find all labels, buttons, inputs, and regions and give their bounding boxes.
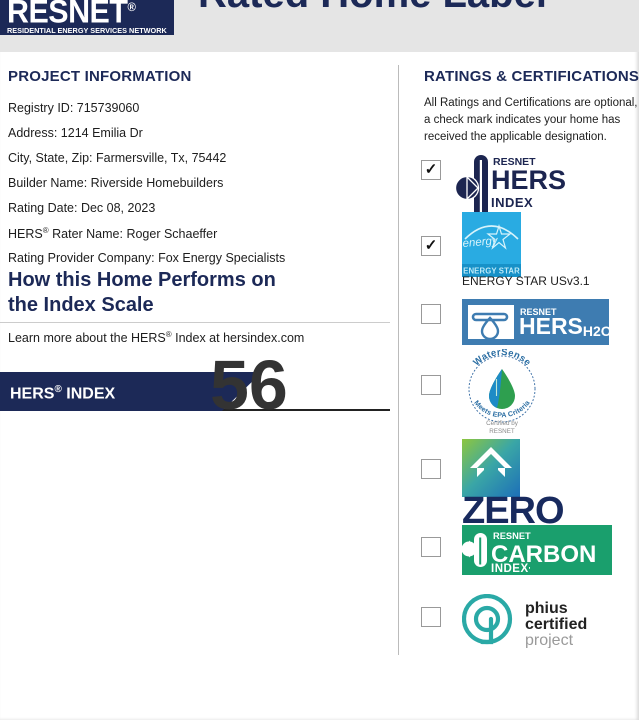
svg-text:HERS: HERS — [491, 165, 566, 195]
svg-text:project: project — [525, 632, 574, 648]
svg-text:RESNET: RESNET — [493, 531, 531, 541]
svg-text:WaterSense: WaterSense — [471, 349, 533, 368]
svg-text:phius: phius — [525, 600, 568, 617]
svg-text:certified: certified — [525, 616, 587, 633]
svg-text:RESNET: RESNET — [489, 428, 515, 435]
svg-text:INDEX: INDEX — [491, 195, 533, 210]
svg-text:Certified by: Certified by — [486, 420, 519, 427]
svg-text:INDEX': INDEX' — [491, 563, 531, 575]
